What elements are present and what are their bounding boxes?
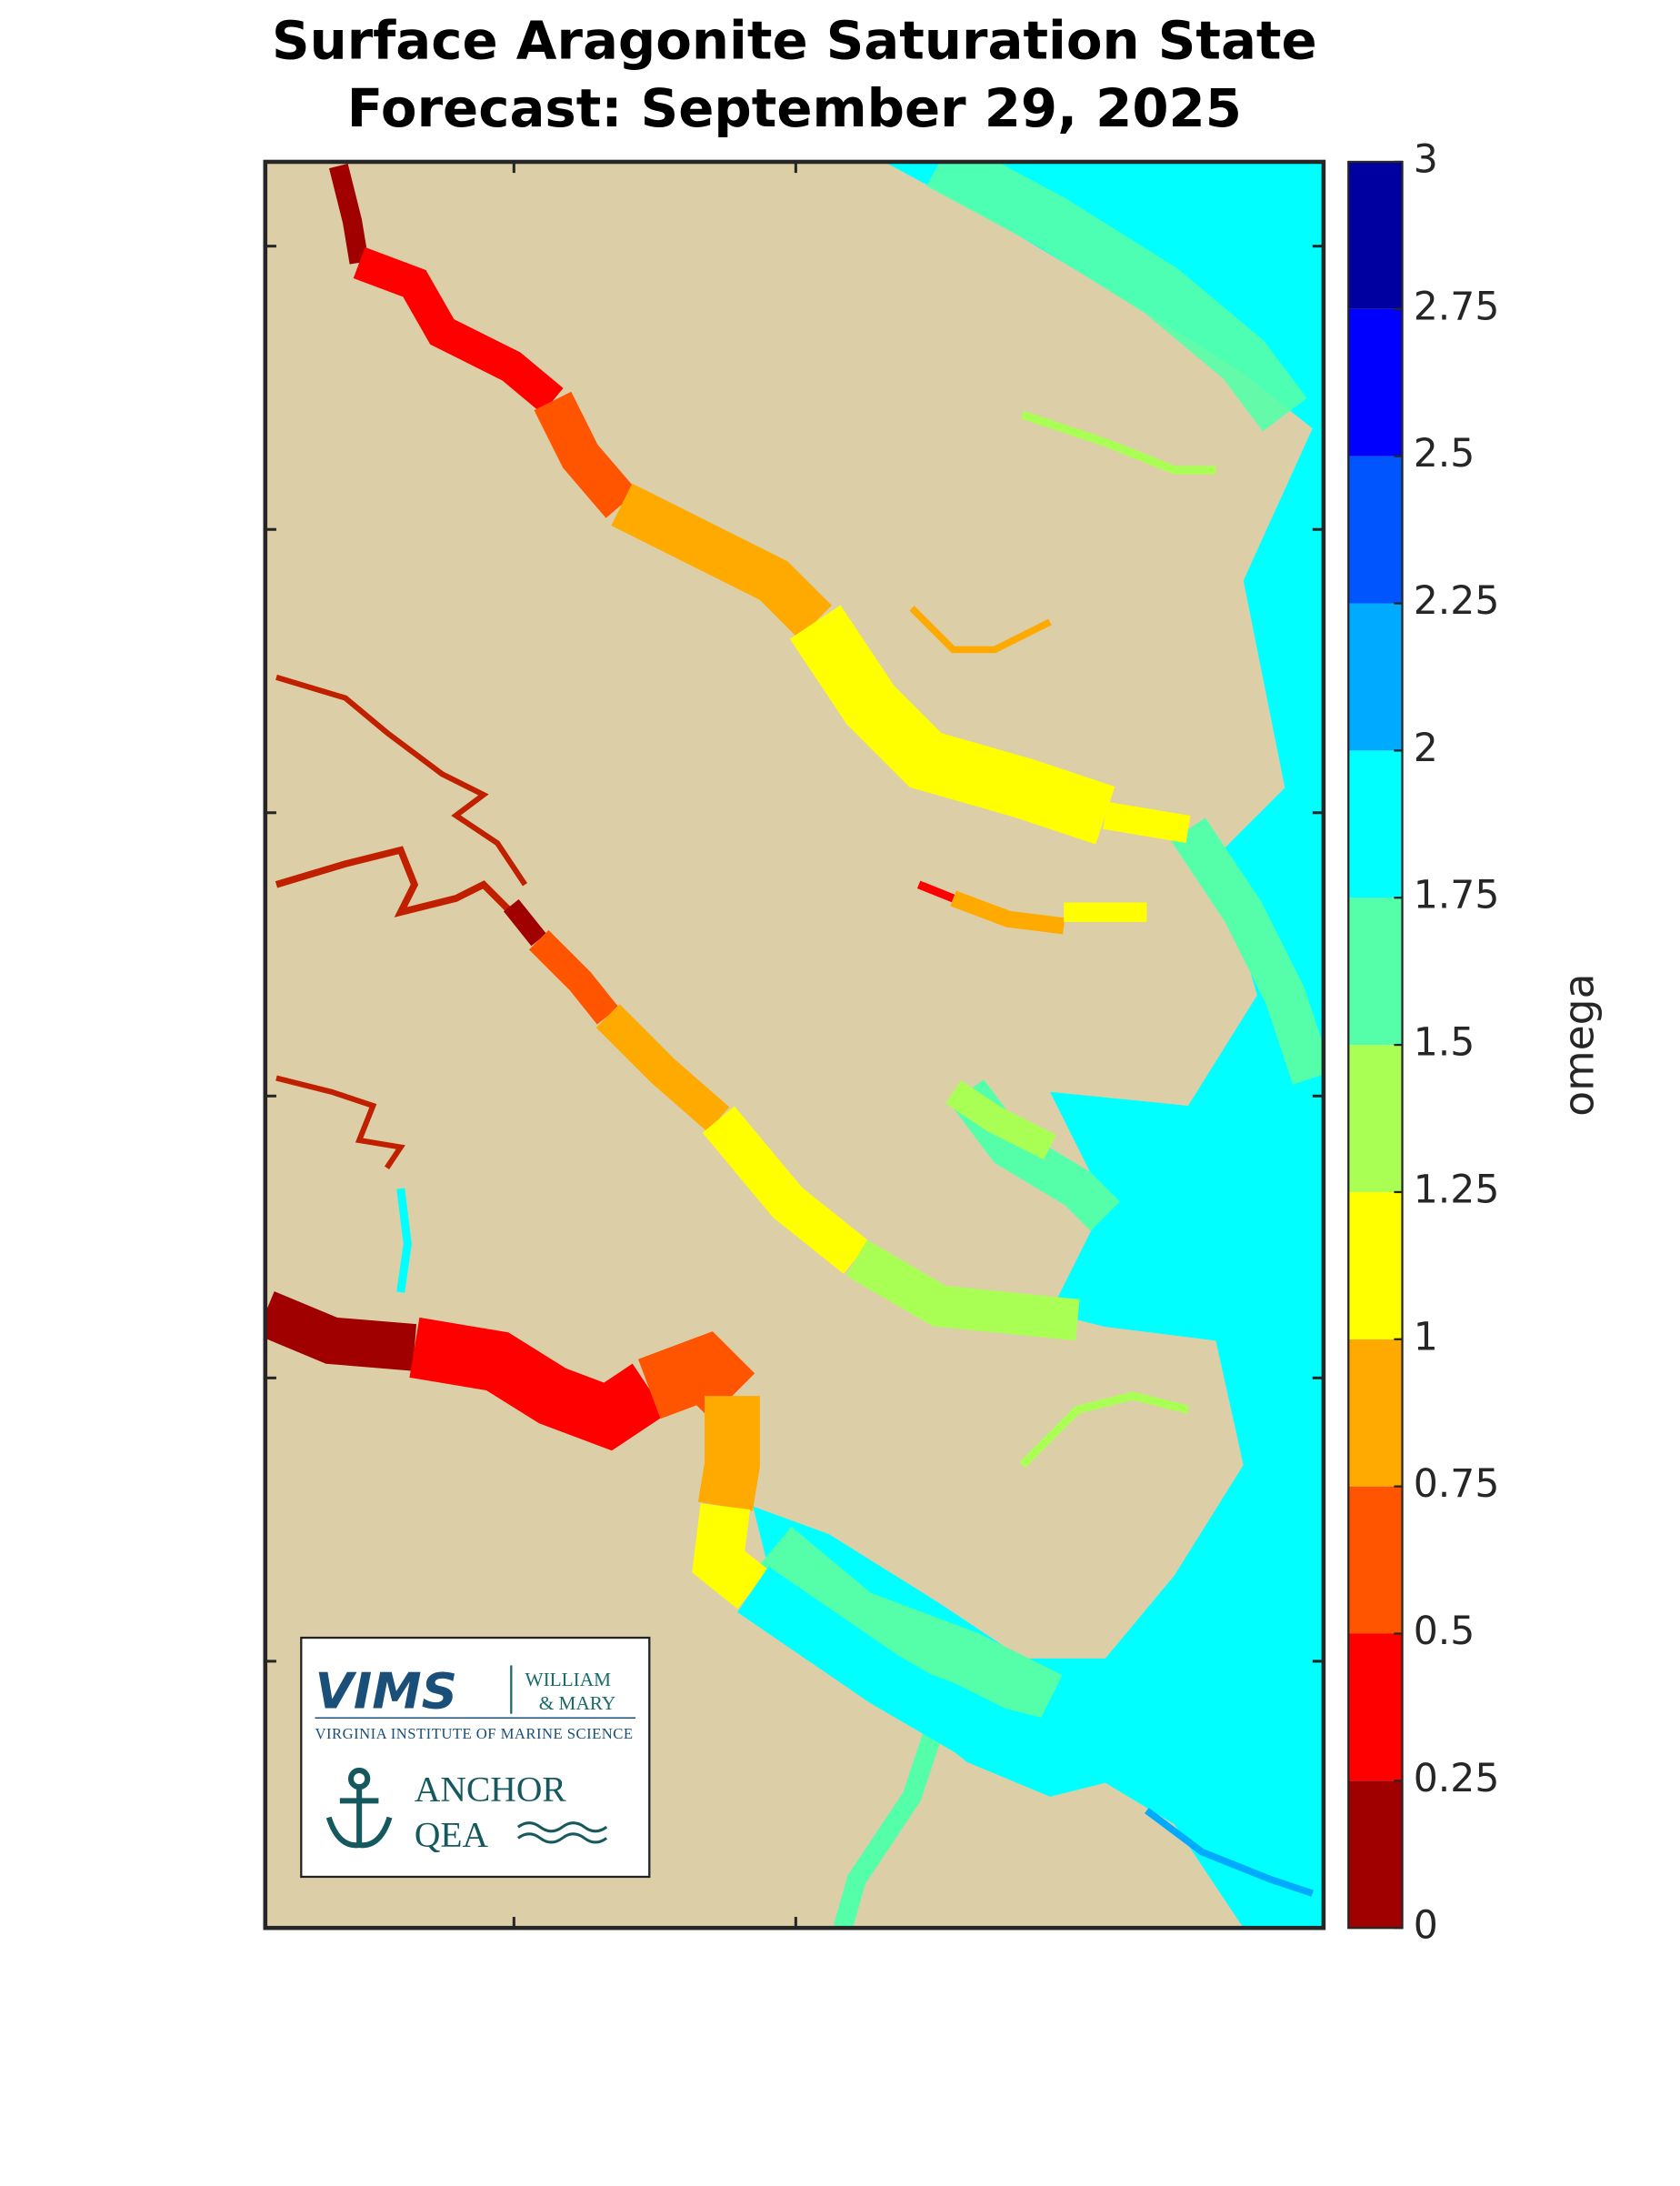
colorbar-tick-label: 0.75 [1414, 1462, 1500, 1507]
colorbar-segment [1348, 1339, 1403, 1487]
river [265, 1291, 417, 1371]
logo-vims: VIMS [315, 1662, 457, 1720]
bay-water [753, 161, 1324, 1929]
logo-waves [516, 1821, 608, 1844]
colorbar-tick-label: 2.5 [1414, 432, 1475, 476]
chart-title: Surface Aragonite Saturation State [272, 9, 1317, 71]
colorbar: 0 0.25 0.5 0.75 1 1.25 1.5 1.75 2 2.25 2.5 2.75 3 ome… [1347, 137, 1604, 1949]
river [275, 674, 528, 887]
mobjack-bay [945, 1080, 1056, 1160]
river [950, 890, 1065, 935]
logo-qea: QEA [415, 1815, 489, 1855]
river [697, 1396, 760, 1511]
colorbar-segment [1348, 603, 1403, 751]
colorbar-segment [1348, 161, 1403, 309]
river [638, 1331, 755, 1419]
colorbar-segment [1348, 1780, 1403, 1929]
colorbar-tick-label: 2 [1414, 727, 1438, 771]
bay-shelf [755, 1526, 1063, 1725]
logo-anchor: ANCHOR [415, 1769, 566, 1809]
river [396, 1188, 412, 1293]
colorbar-segment [1348, 1633, 1403, 1781]
colorbar-tick-label: 2.25 [1414, 579, 1500, 624]
colorbar-segment [1348, 1486, 1403, 1634]
anchor-icon [325, 1767, 393, 1849]
river [909, 606, 1052, 654]
river [275, 846, 514, 918]
bay-shelf [833, 1710, 949, 1929]
colorbar-segment [1348, 1045, 1403, 1192]
colorbar-tick-label: 1.5 [1414, 1021, 1475, 1066]
colorbar-tick-label: 0.5 [1414, 1609, 1475, 1654]
creek [1019, 1391, 1190, 1469]
logo: VIMS WILLIAM & MARY VIRGINIA INSTITUTE O… [300, 1636, 651, 1879]
river [1103, 801, 1191, 844]
map-ticks [265, 161, 1324, 1929]
river [737, 1566, 1085, 1782]
colorbar-segment [1348, 308, 1403, 456]
river [916, 880, 955, 903]
river [702, 1106, 870, 1274]
colorbar-tick-label: 1.75 [1414, 874, 1500, 918]
river [353, 246, 564, 414]
river [534, 391, 638, 518]
river [692, 1503, 769, 1609]
colorbar-tick-label: 3 [1414, 137, 1438, 182]
map [265, 161, 1324, 1929]
colorbar-tick-label: 2.75 [1414, 285, 1500, 329]
colorbar-segment [1348, 897, 1403, 1046]
colorbar-segment [1348, 1191, 1403, 1339]
creek [1021, 410, 1216, 475]
river [503, 898, 547, 947]
chart-subtitle: Forecast: September 29, 2025 [347, 77, 1242, 139]
colorbar-tick-label: 1.25 [1414, 1168, 1500, 1212]
colorbar-segment [1348, 456, 1403, 604]
logo-wm: WILLIAM [525, 1669, 612, 1690]
river [1145, 1807, 1314, 1897]
river [611, 483, 832, 639]
river [789, 605, 1115, 845]
bay-shelf [926, 161, 1307, 432]
colorbar-tick-label: 1 [1414, 1315, 1438, 1359]
river [845, 1239, 1080, 1341]
logo-institute: VIRGINIA INSTITUTE OF MARINE SCIENCE [315, 1725, 633, 1742]
colorbar-segment [1348, 750, 1403, 898]
logo-wm: & MARY [539, 1692, 616, 1714]
colorbar-label: omega [1555, 973, 1604, 1116]
bay-shelf [1171, 817, 1324, 1085]
river [528, 929, 619, 1025]
colorbar-tick-label: 0 [1414, 1904, 1438, 1949]
river [329, 163, 369, 265]
colorbar-tick-label: 0.25 [1414, 1757, 1500, 1801]
river [275, 1075, 405, 1170]
river [409, 1317, 666, 1451]
river [595, 1004, 730, 1132]
